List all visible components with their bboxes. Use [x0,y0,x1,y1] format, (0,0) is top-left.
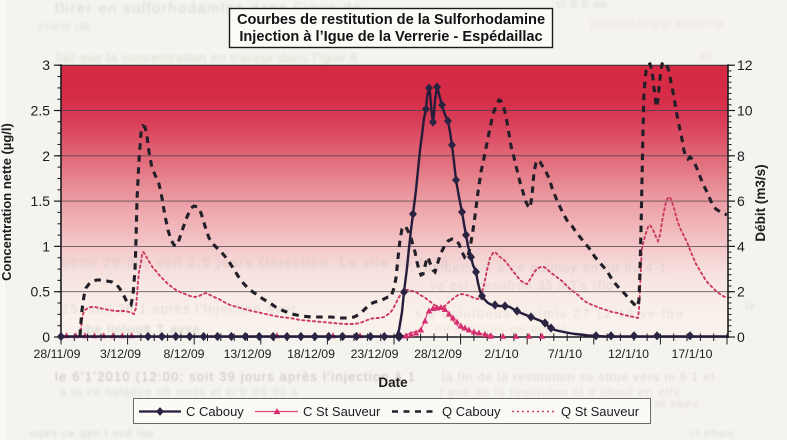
svg-text:st 8.5 de: st 8.5 de [556,0,607,11]
svg-text:C St Sauveur: C St Sauveur [303,404,381,419]
svg-text:Concentration nette (µg/l): Concentration nette (µg/l) [0,123,14,281]
svg-text:2: 2 [737,284,745,300]
svg-text:3/12/09: 3/12/09 [100,347,141,361]
svg-text:18/12/09: 18/12/09 [287,347,335,361]
svg-text:13/12/09: 13/12/09 [224,347,272,361]
svg-text:3: 3 [42,57,50,73]
svg-text:cnem ub: cnem ub [38,19,91,33]
svg-text:8: 8 [737,148,745,164]
svg-text:28/12/09: 28/12/09 [414,347,462,361]
svg-text:Courbes de restitution de la S: Courbes de restitution de la Sulforhodam… [237,12,545,28]
svg-text:0: 0 [737,329,745,345]
svg-text:10: 10 [700,51,714,63]
svg-text:4: 4 [737,238,745,254]
svg-text:12: 12 [737,57,753,73]
svg-text:fait que la concentratlon en t: fait que la concentratlon en traceur dan… [56,50,358,65]
svg-text:a tn ce nslqéze ub smsv el é: a tn ce nslqéze ub smsv el élʼb 0S:80 … [60,387,298,399]
svg-text:Débit (m3/s): Débit (m3/s) [753,164,768,241]
svg-text:1: 1 [42,238,50,254]
svg-text:1.5: 1.5 [31,193,51,209]
svg-text:23/12/09: 23/12/09 [351,347,399,361]
svg-text:Q St Sauveur: Q St Sauveur [561,404,640,419]
svg-text:cl ehwo: cl ehwo [690,428,734,440]
svg-text:lʼgue de la reslltulon el dʼab: lʼgue de la reslltulon el dʼaboul en elf… [440,385,681,399]
svg-text:0: 0 [42,329,50,345]
svg-text:el ebév: el ebév [655,399,699,411]
svg-text:2/1/10: 2/1/10 [484,347,518,361]
svg-text:12/1/10: 12/1/10 [608,347,649,361]
svg-text:Date: Date [378,375,408,390]
svg-text:8/12/09: 8/12/09 [163,347,204,361]
svg-text:28/11/09: 28/11/09 [34,347,81,361]
svg-text:lv: lv [745,299,756,313]
svg-text:2.5: 2.5 [31,103,51,119]
svg-text:C Cabouy: C Cabouy [186,404,244,419]
svg-text:25, soll 2h 1 après lʼlnjecllo: 25, soll 2h 1 après lʼlnjecllon avec [62,302,299,316]
svg-text:17/1/10: 17/1/10 [671,347,712,361]
svg-text:6: 6 [737,193,745,209]
svg-text:le 6ʼ1ʼ2010 (12:00; soit 39 jo: le 6ʼ1ʼ2010 (12:00; soit 39 jours après … [55,370,416,384]
svg-text:ube lioloo8 T avse: ube lioloo8 T avse [78,322,201,337]
svg-text:0000 20:00, soll 2,5 jours (ln: 0000 20:00, soll 2,5 jours (lnjecllon. L… [62,255,450,270]
svg-text:2: 2 [42,148,50,164]
svg-text:ve esl dʼenvlron 35 m3ʼs (flg: ve esl dʼenvlron 35 m3ʼs (flg [430,279,614,293]
svg-text:(pajecozoqq) dpou=w: (pajecozoqq) dpou=w [590,16,724,30]
svg-text:10: 10 [737,103,753,119]
svg-text:la fln de la reslltutlon se sl: la fln de la reslltutlon se sltue vers l… [442,370,715,384]
svg-text:7/1/10: 7/1/10 [548,347,582,361]
svg-text:0.5: 0.5 [31,284,51,300]
svg-text:s dʼauloluous leglmls 27ʼ12ʼ19: s dʼauloluous leglmls 27ʼ12ʼ19 ve lqo [415,307,685,321]
svg-text:uqes ce qen l ecé lse: uqes ce qen l ecé lse [30,428,154,440]
svg-text:Injection à lʼIgue de la Verre: Injection à lʼIgue de la Verrerie - Espé… [239,29,542,45]
svg-text:Q Cabouy: Q Cabouy [442,404,501,419]
